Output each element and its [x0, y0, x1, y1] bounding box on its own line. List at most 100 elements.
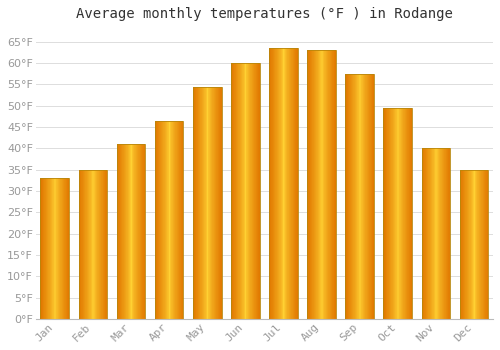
- Bar: [434, 148, 436, 319]
- Title: Average monthly temperatures (°F ) in Rodange: Average monthly temperatures (°F ) in Ro…: [76, 7, 453, 21]
- Bar: [206, 86, 208, 319]
- Bar: [236, 63, 237, 319]
- Bar: [90, 170, 92, 319]
- Bar: [281, 48, 282, 319]
- Bar: [330, 50, 331, 319]
- Bar: [123, 144, 124, 319]
- Bar: [94, 170, 96, 319]
- Bar: [237, 63, 238, 319]
- Bar: [88, 170, 89, 319]
- Bar: [349, 74, 350, 319]
- Bar: [363, 74, 364, 319]
- Bar: [308, 50, 309, 319]
- Bar: [318, 50, 319, 319]
- Bar: [201, 86, 202, 319]
- Bar: [348, 74, 349, 319]
- Bar: [389, 108, 390, 319]
- Bar: [284, 48, 285, 319]
- Bar: [292, 48, 293, 319]
- Bar: [197, 86, 198, 319]
- Bar: [485, 170, 486, 319]
- Bar: [49, 178, 50, 319]
- Bar: [251, 63, 252, 319]
- Bar: [204, 86, 205, 319]
- Bar: [472, 170, 473, 319]
- Bar: [396, 108, 398, 319]
- Bar: [322, 50, 323, 319]
- Bar: [430, 148, 431, 319]
- Bar: [316, 50, 317, 319]
- Bar: [324, 50, 325, 319]
- Bar: [81, 170, 82, 319]
- Bar: [404, 108, 406, 319]
- Bar: [314, 50, 315, 319]
- Bar: [85, 170, 86, 319]
- Bar: [468, 170, 469, 319]
- Bar: [202, 86, 203, 319]
- Bar: [484, 170, 485, 319]
- Bar: [80, 170, 81, 319]
- Bar: [234, 63, 235, 319]
- Bar: [294, 48, 295, 319]
- Bar: [272, 48, 273, 319]
- Bar: [334, 50, 335, 319]
- Bar: [98, 170, 100, 319]
- Bar: [394, 108, 395, 319]
- Bar: [407, 108, 408, 319]
- Bar: [426, 148, 427, 319]
- Bar: [370, 74, 371, 319]
- Bar: [290, 48, 291, 319]
- Bar: [317, 50, 318, 319]
- Bar: [142, 144, 143, 319]
- Bar: [369, 74, 370, 319]
- Bar: [362, 74, 363, 319]
- Bar: [124, 144, 126, 319]
- Bar: [136, 144, 137, 319]
- Bar: [384, 108, 386, 319]
- Bar: [165, 121, 166, 319]
- Bar: [255, 63, 256, 319]
- Bar: [116, 144, 146, 319]
- Bar: [482, 170, 483, 319]
- Bar: [480, 170, 481, 319]
- Bar: [359, 74, 360, 319]
- Bar: [398, 108, 399, 319]
- Bar: [168, 121, 169, 319]
- Bar: [92, 170, 93, 319]
- Bar: [401, 108, 402, 319]
- Bar: [400, 108, 402, 319]
- Bar: [477, 170, 478, 319]
- Bar: [118, 144, 119, 319]
- Bar: [78, 170, 107, 319]
- Bar: [135, 144, 136, 319]
- Bar: [82, 170, 83, 319]
- Bar: [464, 170, 465, 319]
- Bar: [55, 178, 56, 319]
- Bar: [287, 48, 288, 319]
- Bar: [358, 74, 359, 319]
- Bar: [296, 48, 297, 319]
- Bar: [63, 178, 64, 319]
- Bar: [132, 144, 133, 319]
- Bar: [67, 178, 68, 319]
- Bar: [96, 170, 97, 319]
- Bar: [99, 170, 100, 319]
- Bar: [177, 121, 178, 319]
- Bar: [143, 144, 144, 319]
- Bar: [321, 50, 322, 319]
- Bar: [103, 170, 104, 319]
- Bar: [200, 86, 201, 319]
- Bar: [403, 108, 404, 319]
- Bar: [469, 170, 470, 319]
- Bar: [346, 74, 374, 319]
- Bar: [231, 63, 260, 319]
- Bar: [373, 74, 374, 319]
- Bar: [351, 74, 352, 319]
- Bar: [275, 48, 276, 319]
- Bar: [274, 48, 275, 319]
- Bar: [193, 86, 194, 319]
- Bar: [182, 121, 183, 319]
- Bar: [282, 48, 283, 319]
- Bar: [334, 50, 336, 319]
- Bar: [474, 170, 475, 319]
